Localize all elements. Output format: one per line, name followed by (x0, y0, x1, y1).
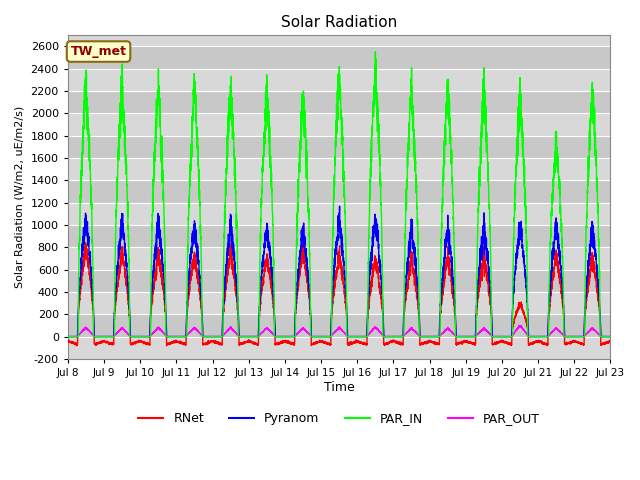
RNet (492, 342, 499, 348)
Pyranom (492, 334, 499, 339)
PAR_OUT (461, 334, 468, 339)
Bar (68, 113, 611, 136)
Pyranom (606, 334, 614, 339)
PAR_OUT (516, 323, 524, 328)
Y-axis label: Solar Radiation (W/m2, uE/m2/s): Solar Radiation (W/m2, uE/m2/s) (15, 106, 25, 288)
PAR_IN (161, 274, 169, 279)
PAR_IN (431, 334, 438, 339)
PAR_OUT (606, 334, 614, 339)
Line: PAR_OUT: PAR_OUT (68, 325, 611, 336)
RNet (82, 240, 90, 245)
Bar (68, 292, 611, 314)
RNet (163, 343, 170, 348)
PAR_IN (372, 49, 380, 55)
Bar (68, 69, 611, 91)
RNet (606, 338, 614, 344)
RNet (162, 310, 170, 316)
PAR_OUT (319, 334, 326, 339)
Bar (68, 225, 611, 247)
Pyranom (319, 334, 326, 339)
RNet (607, 338, 614, 344)
Bar (68, 203, 611, 225)
RNet (461, 338, 468, 344)
PAR_IN (606, 334, 614, 339)
PAR_IN (492, 334, 499, 339)
Bar (68, 247, 611, 270)
Bar (68, 91, 611, 113)
Bar (68, 336, 611, 359)
Text: TW_met: TW_met (70, 45, 127, 58)
PAR_IN (461, 334, 468, 339)
PAR_IN (607, 334, 614, 339)
Bar (68, 158, 611, 180)
PAR_OUT (431, 334, 438, 339)
PAR_OUT (492, 334, 499, 339)
Legend: RNet, Pyranom, PAR_IN, PAR_OUT: RNet, Pyranom, PAR_IN, PAR_OUT (134, 407, 545, 430)
PAR_OUT (64, 334, 72, 339)
Pyranom (64, 334, 72, 339)
X-axis label: Time: Time (324, 381, 355, 394)
Title: Solar Radiation: Solar Radiation (281, 15, 397, 30)
Line: Pyranom: Pyranom (68, 206, 611, 336)
PAR_OUT (161, 332, 169, 338)
Bar (68, 180, 611, 203)
Bar (68, 47, 611, 69)
Line: RNet: RNet (68, 242, 611, 346)
Pyranom (431, 334, 438, 339)
Bar (68, 270, 611, 292)
RNet (319, 339, 327, 345)
Pyranom (161, 296, 169, 301)
Pyranom (461, 334, 468, 339)
Bar (68, 136, 611, 158)
RNet (64, 338, 72, 344)
Line: PAR_IN: PAR_IN (68, 52, 611, 336)
PAR_OUT (607, 334, 614, 339)
PAR_IN (319, 334, 326, 339)
Pyranom (336, 204, 344, 209)
Bar (68, 314, 611, 336)
Pyranom (607, 334, 614, 339)
PAR_IN (64, 334, 72, 339)
RNet (431, 339, 438, 345)
